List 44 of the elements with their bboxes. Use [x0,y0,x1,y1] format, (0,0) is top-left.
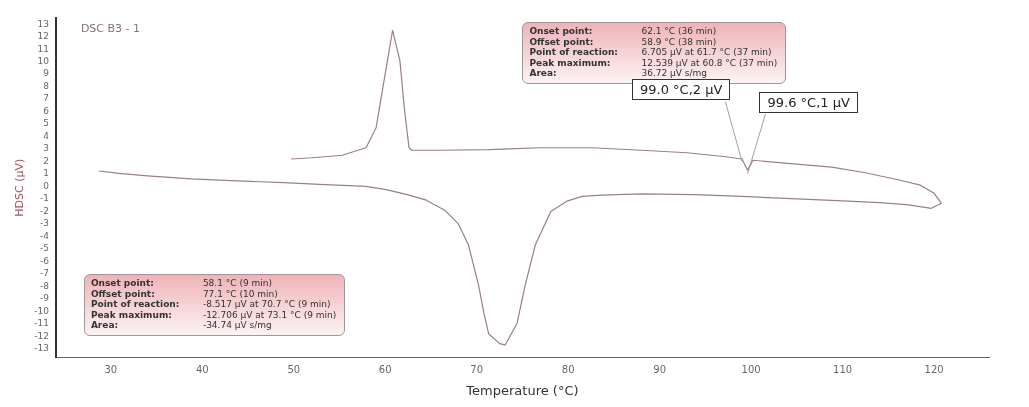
y-tick-label: -2 [39,205,49,216]
y-tick-label: -8 [39,280,50,291]
x-tick-label: 70 [470,363,484,375]
x-tick-label: 120 [924,363,944,375]
x-tick-label: 110 [833,363,853,375]
y-tick-label: -7 [39,268,49,279]
y-tick-label: -13 [34,343,49,354]
y-tick-label: 2 [43,155,49,166]
y-tick-label: 7 [43,93,49,104]
x-tick-label: 60 [378,363,392,375]
y-tick-label: 1 [43,168,49,179]
y-tick-label: 3 [43,143,49,154]
y-tick-label: -5 [39,243,49,254]
x-tick-label: 80 [561,363,575,375]
text: DSC B3 - 1 [80,22,141,36]
y-tick-label: 6 [43,105,50,116]
y-tick-label: -4 [39,230,50,241]
y-tick-label: -11 [34,318,49,329]
y-tick-label: -10 [34,305,50,316]
x-axis-title: Temperature (°C) [465,382,579,398]
y-tick-label: 12 [37,31,49,42]
x-tick-label: 50 [287,363,301,375]
y-tick-label: 10 [37,56,50,67]
y-tick-label: -1 [39,193,49,204]
x-tick-label: 30 [104,363,118,375]
y-tick-label: 4 [43,130,50,141]
y-tick-label: 5 [43,118,49,129]
y-tick-label: 9 [43,68,50,79]
annotation: 99.6 °C,1 µV [759,91,858,113]
y-tick-label: -12 [34,330,49,341]
x-tick-label: 100 [741,363,761,375]
text: Onset point: 62.1 °C (36 min) Offset point: 58.9 °C (38 min) Point of reaction: 6.705 µV at 61.7 °C (37 min) Peak maximum: 12.539 µV at 60.8 °C (37 min) Area: 36.72 µV s/mg [529,26,778,78]
text: Onset point: 58.1 °C (9 min) Offset point: 77.1 °C (10 min) Point of reaction: -8.517 µV at 70.7 °C (9 min) Peak maximum: -12.706 µV at 73.1 °C (9 min) Area: -34.74 µV s/mg [90,278,337,331]
y-tick-label: -6 [39,255,50,266]
y-tick-label: -9 [39,293,50,304]
x-tick-label: 40 [195,363,209,375]
annotation: 99.0 °C,2 µV [632,79,731,101]
y-tick-label: 11 [37,43,49,54]
y-tick-label: -3 [39,218,49,229]
y-axis-title: HDSC (µV) [13,158,27,217]
y-tick-label: 13 [37,18,49,29]
y-tick-label: 8 [43,80,50,91]
y-tick-label: 0 [43,180,50,191]
x-tick-label: 90 [653,363,667,375]
